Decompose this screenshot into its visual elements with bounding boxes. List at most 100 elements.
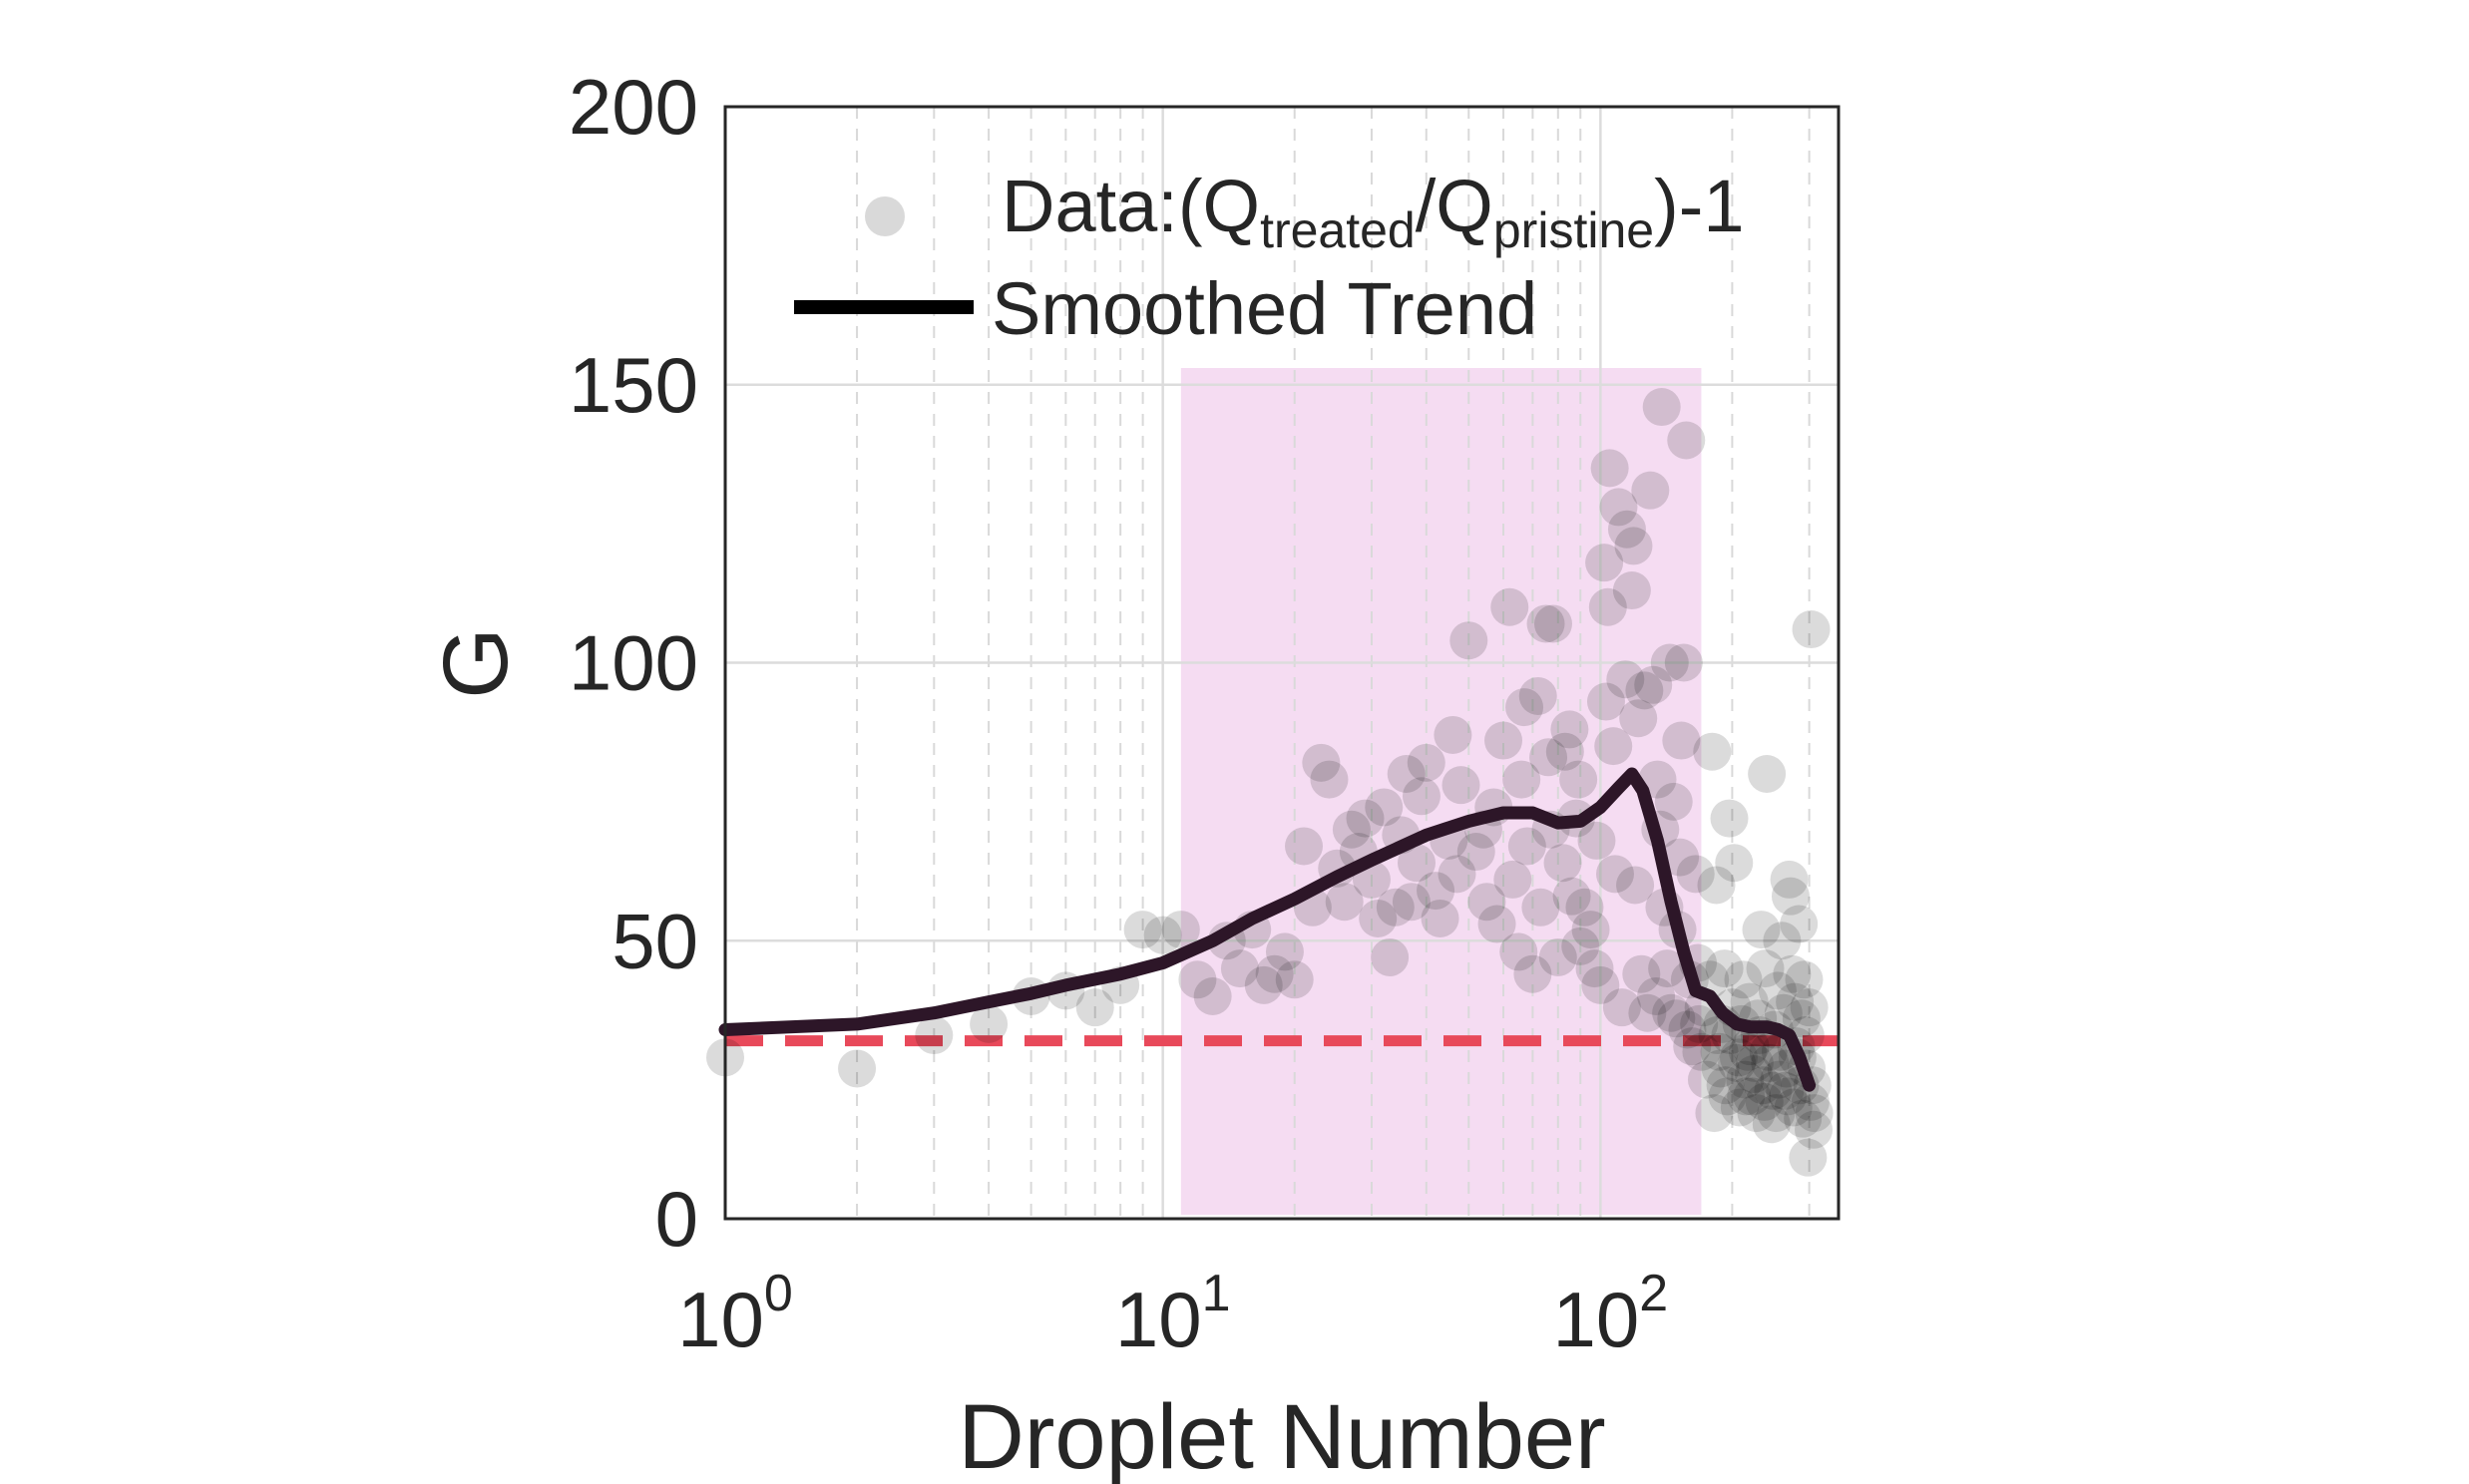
- data-point: [1614, 527, 1653, 565]
- data-point: [1581, 965, 1620, 1004]
- data-point: [1550, 710, 1589, 749]
- data-point: [1776, 982, 1815, 1021]
- data-point: [1397, 844, 1436, 883]
- data-point: [1742, 911, 1781, 949]
- data-point: [1673, 1027, 1712, 1066]
- data-point: [1602, 988, 1641, 1027]
- data-point: [1770, 860, 1809, 899]
- data-point: [1695, 1094, 1734, 1133]
- data-point: [1577, 821, 1616, 860]
- data-point: [1784, 1099, 1823, 1138]
- data-point: [1402, 777, 1440, 816]
- data-point: [1595, 855, 1634, 894]
- data-point: [1543, 844, 1582, 883]
- x-tick-label: 100: [677, 1265, 793, 1363]
- data-point: [1719, 1038, 1758, 1077]
- data-point: [1735, 1043, 1774, 1082]
- data-point: [1417, 872, 1455, 911]
- data-point: [1652, 993, 1691, 1032]
- data-point: [1731, 1027, 1770, 1066]
- data-point: [1774, 1088, 1813, 1127]
- data-point: [1737, 1094, 1776, 1133]
- data-point: [1612, 571, 1651, 610]
- data-point: [1599, 488, 1638, 527]
- data-point: [1244, 965, 1283, 1004]
- data-point: [1733, 1077, 1772, 1116]
- data-point: [1502, 760, 1541, 799]
- data-point: [1710, 799, 1749, 838]
- data-point: [915, 1016, 954, 1055]
- data-point: [1700, 1032, 1739, 1071]
- data-point: [1706, 1066, 1745, 1105]
- data-point: [1507, 827, 1546, 866]
- legend-trend-label: Smoothed Trend: [992, 267, 1537, 350]
- data-point: [1143, 916, 1182, 954]
- data-point: [1545, 732, 1584, 771]
- data-point: [1726, 1060, 1765, 1099]
- data-point: [1745, 1082, 1784, 1121]
- data-point: [1664, 643, 1703, 682]
- data-point: [1752, 1105, 1791, 1144]
- data-point: [1332, 810, 1371, 849]
- data-point: [1758, 971, 1797, 1010]
- data-point: [1782, 999, 1821, 1038]
- data-point: [1310, 760, 1349, 799]
- data-point: [1607, 510, 1646, 549]
- y-tick-label: 150: [569, 341, 698, 429]
- data-point: [1769, 1077, 1808, 1116]
- data-point: [1654, 782, 1693, 821]
- data-point: [1255, 954, 1294, 993]
- data-point: [1275, 960, 1314, 999]
- x-axis-label: Droplet Number: [958, 1386, 1605, 1484]
- data-point: [1518, 676, 1557, 715]
- smoothed-trend-line: [718, 767, 1817, 1092]
- data-point: [1265, 932, 1304, 971]
- data-point: [1748, 755, 1787, 793]
- data-point: [1648, 949, 1687, 988]
- data-point: [1434, 715, 1472, 754]
- data-point: [1220, 949, 1259, 988]
- data-point: [1757, 1094, 1796, 1133]
- data-point: [1588, 587, 1627, 626]
- data-point: [1622, 954, 1661, 993]
- data-point: [1749, 1032, 1788, 1071]
- data-point: [1505, 688, 1544, 727]
- y-tick-label: 50: [612, 897, 698, 984]
- data-point: [1521, 888, 1560, 927]
- data-point: [1631, 471, 1670, 510]
- data-point: [1376, 888, 1415, 927]
- data-point: [970, 1004, 1009, 1043]
- data-point: [1606, 660, 1645, 699]
- data-point: [1724, 960, 1763, 999]
- data-point: [1715, 844, 1754, 883]
- data-point: [1795, 1110, 1834, 1149]
- data-point: [1559, 760, 1598, 799]
- y-tick-label: 0: [655, 1175, 698, 1263]
- data-point: [1680, 1004, 1719, 1043]
- data-point: [1594, 727, 1633, 766]
- data-point: [1687, 1060, 1726, 1099]
- data-point: [1477, 905, 1516, 943]
- data-point: [1193, 977, 1232, 1015]
- data-point: [1771, 877, 1810, 916]
- data-point: [1490, 587, 1529, 626]
- data-point: [1302, 743, 1341, 782]
- data-point: [1727, 1077, 1766, 1116]
- data-point: [1346, 799, 1385, 838]
- data-point: [1780, 905, 1819, 943]
- data-point: [1561, 927, 1600, 965]
- data-point: [1590, 449, 1629, 488]
- data-point: [1325, 883, 1364, 922]
- data-point: [1484, 721, 1523, 760]
- data-point: [1565, 888, 1604, 927]
- data-point: [1407, 743, 1445, 782]
- data-point: [1625, 671, 1664, 710]
- data-point: [1637, 977, 1676, 1015]
- data-point: [1619, 699, 1658, 738]
- data-point: [1730, 982, 1769, 1021]
- data-point: [1667, 421, 1706, 460]
- data-point: [1693, 732, 1732, 771]
- y-tick-label: 200: [569, 63, 698, 151]
- data-point: [1744, 1066, 1783, 1105]
- x-tick-label: 102: [1552, 1265, 1668, 1363]
